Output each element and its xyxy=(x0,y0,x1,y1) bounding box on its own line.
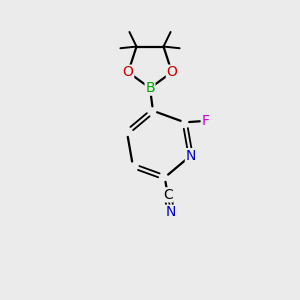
Text: O: O xyxy=(123,65,134,79)
Text: C: C xyxy=(163,188,173,202)
Text: O: O xyxy=(167,65,177,79)
Text: B: B xyxy=(145,81,155,95)
Text: N: N xyxy=(185,149,196,163)
Text: N: N xyxy=(166,205,176,219)
Text: F: F xyxy=(201,114,209,128)
